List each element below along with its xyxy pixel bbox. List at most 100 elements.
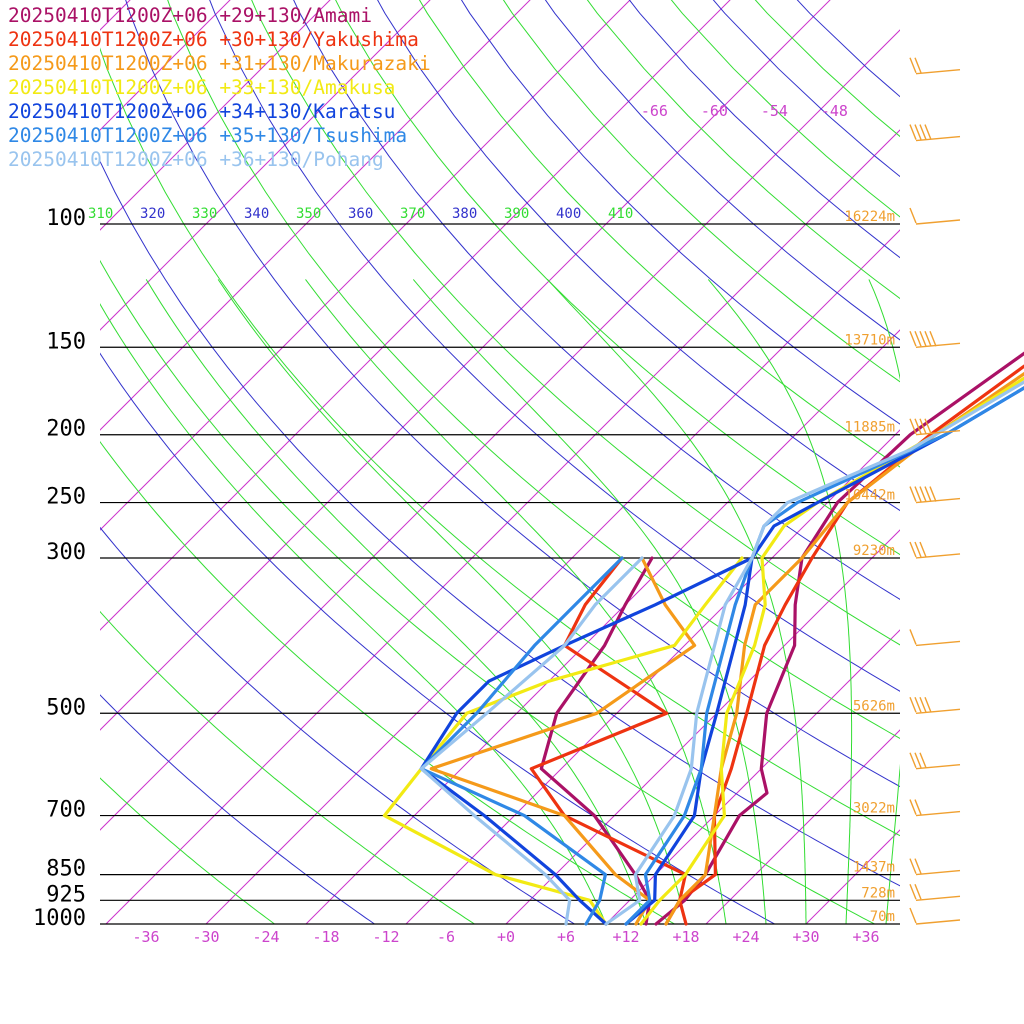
temperature-profile-line (624, 386, 1024, 926)
wind-barb-flag (909, 331, 917, 347)
temperature-profile-line (604, 380, 1024, 926)
wind-barb-shaft (915, 919, 961, 925)
theta-label: 380 (452, 206, 477, 222)
pressure-tick-label: 250 (46, 485, 86, 510)
legend-item-tsushima: 20250410T1200Z+06 +35+130/Tsushima (8, 124, 408, 147)
theta-label: 350 (296, 206, 321, 222)
wind-barb-shaft (915, 219, 961, 225)
isotherm-line (100, 0, 831, 731)
height-label: 5626m (853, 698, 895, 714)
wind-barb-flag (909, 418, 917, 434)
wind-barb-flag (909, 541, 917, 558)
dry-adiabat-line (100, 777, 276, 924)
isotherm-line (100, 0, 531, 431)
dry-adiabat-line (100, 352, 776, 924)
wind-barb-flag (914, 418, 922, 434)
wind-barb-shaft (915, 497, 961, 504)
height-label: 3022m (853, 801, 895, 817)
pressure-tick-label: 150 (46, 329, 86, 354)
temperature-profile-line (678, 364, 1024, 926)
dry-adiabat-line (293, 0, 900, 600)
wind-barb-shaft (915, 764, 961, 770)
upper-temperature-label: -66 (641, 102, 668, 120)
theta-labels: 310 320 330 340 350 360 370 380 390 400 410 (88, 206, 633, 222)
pressure-tick-label: 500 (46, 695, 86, 720)
wind-barb-flag (914, 331, 922, 347)
height-label: 10442m (844, 488, 895, 504)
isotherm-line (100, 0, 431, 331)
wind-barb-shaft (915, 895, 961, 901)
dry-adiabat-line (377, 0, 900, 512)
wind-barb-flag (919, 752, 927, 768)
dewpoint-profile-line (529, 556, 688, 926)
height-label: 1437m (853, 860, 895, 876)
dry-adiabat-line (100, 694, 376, 924)
dewpoint-profile-line (419, 556, 624, 926)
dry-adiabat-line (100, 526, 576, 924)
wind-barb-flag (924, 486, 932, 502)
temperature-tick-label: -18 (312, 928, 339, 946)
temperature-tick-label: -12 (372, 928, 399, 946)
wind-barb-flag (914, 752, 922, 768)
wind-barb-flag (919, 541, 927, 558)
pressure-tick-label: 300 (46, 540, 86, 565)
temperature-tick-label: +18 (672, 928, 699, 946)
pressure-tick-label: 200 (46, 417, 86, 442)
moist-adiabat-line (547, 279, 807, 924)
temperature-profile-line (624, 386, 1024, 926)
temperature-profile-line (664, 371, 1024, 926)
wind-barb-flag (914, 697, 922, 713)
wind-barb-flag (914, 799, 922, 815)
dry-adiabat-line (796, 0, 900, 98)
temperature-tick-label: +24 (732, 928, 759, 946)
dewpoint-profile-line (419, 556, 644, 926)
height-labels: 16224m 13710m 11885m 10442m 9230m 5626m 3022m 1… (844, 209, 895, 925)
wind-barb-flag (919, 124, 927, 140)
wind-barb-flag (914, 858, 922, 874)
legend-item-amami: 20250410T1200Z+06 +29+130/Amami (8, 4, 372, 27)
wind-barbs (909, 57, 961, 925)
temperature-tick-label: -24 (252, 928, 279, 946)
wind-barb-flag (919, 486, 927, 502)
temperature-tick-label: +0 (497, 928, 515, 946)
wind-barb-flag (914, 486, 922, 502)
wind-barb-flag (914, 124, 922, 140)
dry-adiabat-line (251, 0, 900, 646)
isotherm-line (105, 129, 900, 924)
moist-adiabat-line (412, 279, 767, 924)
wind-barb-shaft (915, 342, 961, 348)
isotherm-line (100, 0, 231, 131)
theta-label: 360 (348, 206, 373, 222)
wind-barb-flag (914, 884, 922, 900)
upper-temperature-labels: -66 -60 -54 -48 (641, 102, 848, 120)
upper-temperature-label: -60 (701, 102, 728, 120)
wind-barb-flag (924, 331, 932, 347)
upper-temperature-label: -48 (821, 102, 848, 120)
wind-barb-flag (909, 207, 917, 224)
temperature-tick-label: +6 (557, 928, 575, 946)
height-label: 11885m (844, 420, 895, 436)
wind-barb-flag (909, 907, 917, 924)
moist-adiabat-line (305, 279, 727, 924)
legend-item-makurazaki: 20250410T1200Z+06 +31+130/Makurazaki (8, 52, 431, 75)
theta-label: 320 (140, 206, 165, 222)
temperature-tick-label: -36 (132, 928, 159, 946)
theta-label: 330 (192, 206, 217, 222)
theta-label: 340 (244, 206, 269, 222)
wind-barb-flag (924, 697, 932, 713)
dewpoint-profile-line (419, 556, 754, 926)
dry-adiabat-line (125, 0, 900, 788)
theta-label: 310 (88, 206, 113, 222)
pressure-tick-label: 850 (46, 857, 86, 882)
legend: 20250410T1200Z+06 +29+130/Amami 20250410… (8, 4, 431, 172)
wind-barb-flag (914, 541, 922, 558)
wind-barb-flag (919, 331, 927, 347)
height-label: 9230m (853, 543, 895, 559)
legend-item-pohang: 20250410T1200Z+06 +36+130/Pohang (8, 148, 384, 171)
dewpoint-profile-line (539, 556, 654, 926)
isotherm-line (100, 29, 900, 831)
height-label: 16224m (844, 209, 895, 225)
dry-adiabat-line (100, 160, 900, 887)
